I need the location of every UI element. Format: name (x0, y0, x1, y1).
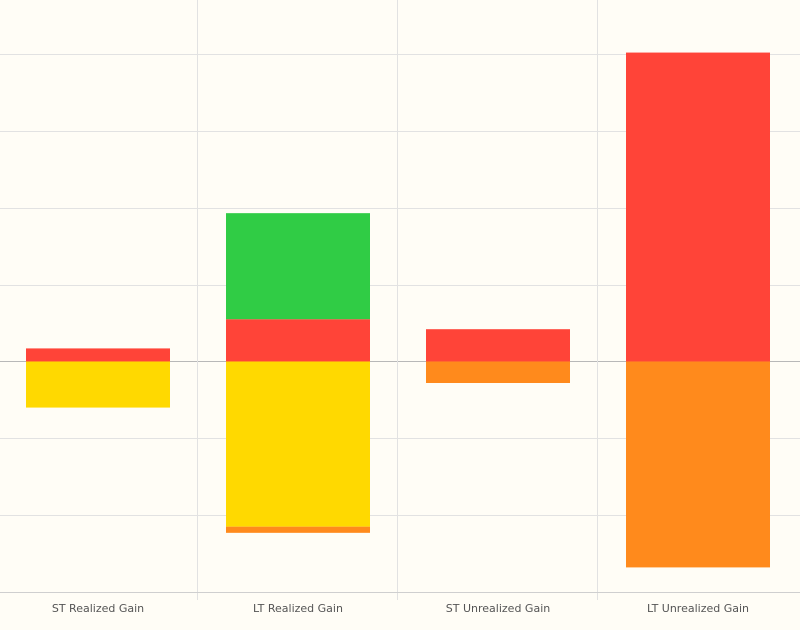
bar-segment (226, 361, 370, 527)
bar-segment (26, 361, 170, 408)
bar-segment (626, 361, 770, 568)
x-tick-label: ST Realized Gain (52, 602, 144, 615)
bars (26, 52, 770, 568)
bar-segment (626, 52, 770, 362)
bar-segment (26, 348, 170, 362)
x-axis: ST Realized Gain LT Realized Gain ST Unrea… (0, 592, 800, 615)
bar-segment (426, 329, 570, 362)
x-tick-label: LT Unrealized Gain (647, 602, 749, 615)
bar-segment (226, 319, 370, 362)
x-tick-label: ST Unrealized Gain (446, 602, 550, 615)
bar-segment (226, 526, 370, 533)
x-tick-label: LT Realized Gain (253, 602, 343, 615)
bar-segment (226, 213, 370, 320)
bar-segment (426, 361, 570, 383)
